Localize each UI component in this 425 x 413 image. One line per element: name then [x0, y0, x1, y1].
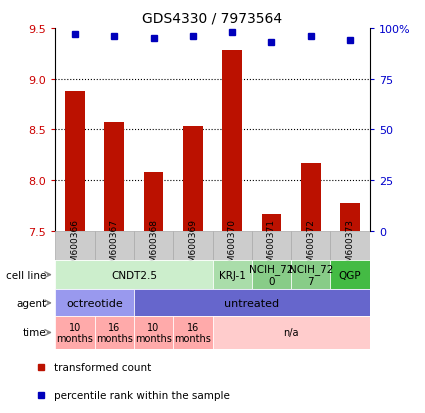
Text: GSM600369: GSM600369: [188, 218, 197, 273]
Text: GSM600373: GSM600373: [346, 218, 354, 273]
Bar: [291, 260, 331, 290]
Text: NCIH_72
7: NCIH_72 7: [289, 264, 333, 286]
Bar: [105, 123, 124, 231]
Bar: [291, 231, 331, 260]
Bar: [183, 127, 203, 231]
Bar: [340, 204, 360, 231]
Text: QGP: QGP: [339, 270, 361, 280]
Bar: [173, 316, 212, 349]
Bar: [173, 231, 212, 260]
Bar: [55, 316, 94, 349]
Title: GDS4330 / 7973564: GDS4330 / 7973564: [142, 11, 283, 25]
Text: cell line: cell line: [6, 270, 47, 280]
Text: percentile rank within the sample: percentile rank within the sample: [54, 390, 230, 400]
Text: 16
months: 16 months: [96, 322, 133, 344]
Bar: [55, 231, 94, 260]
Text: GSM600371: GSM600371: [267, 218, 276, 273]
Text: untreated: untreated: [224, 298, 279, 308]
Text: transformed count: transformed count: [54, 362, 151, 372]
Text: CNDT2.5: CNDT2.5: [111, 270, 157, 280]
Bar: [262, 214, 281, 231]
Text: octreotide: octreotide: [66, 298, 123, 308]
Text: agent: agent: [17, 298, 47, 308]
Text: GSM600366: GSM600366: [71, 218, 79, 273]
Bar: [134, 316, 173, 349]
Text: GSM600368: GSM600368: [149, 218, 158, 273]
Bar: [144, 173, 163, 231]
Bar: [252, 231, 291, 260]
Bar: [65, 92, 85, 231]
Text: n/a: n/a: [283, 328, 299, 338]
Bar: [212, 316, 370, 349]
Bar: [301, 164, 320, 231]
Bar: [252, 260, 291, 290]
Bar: [55, 290, 134, 316]
Bar: [94, 316, 134, 349]
Text: 10
months: 10 months: [57, 322, 94, 344]
Bar: [212, 260, 252, 290]
Bar: [212, 231, 252, 260]
Bar: [134, 231, 173, 260]
Bar: [94, 231, 134, 260]
Bar: [331, 260, 370, 290]
Text: KRJ-1: KRJ-1: [219, 270, 246, 280]
Text: GSM600370: GSM600370: [228, 218, 237, 273]
Bar: [222, 51, 242, 231]
Text: GSM600367: GSM600367: [110, 218, 119, 273]
Text: 16
months: 16 months: [174, 322, 211, 344]
Text: 10
months: 10 months: [135, 322, 172, 344]
Text: time: time: [23, 328, 47, 338]
Bar: [134, 290, 370, 316]
Text: GSM600372: GSM600372: [306, 218, 315, 273]
Text: NCIH_72
0: NCIH_72 0: [249, 264, 294, 286]
Bar: [331, 231, 370, 260]
Bar: [55, 260, 212, 290]
